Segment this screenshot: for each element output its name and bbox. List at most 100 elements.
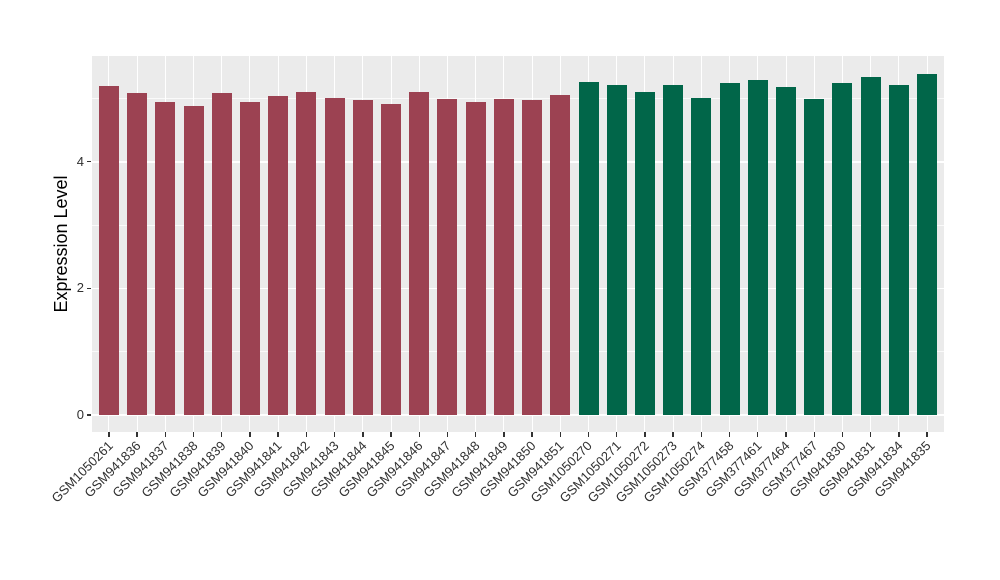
- gridline-minor: [92, 98, 944, 99]
- bar-GSM941831: [860, 76, 881, 415]
- x-tick-label-text: GSM941841: [222, 438, 285, 501]
- x-tick: [869, 432, 872, 437]
- x-tick-label-text: GSM377461: [702, 438, 765, 501]
- bar-GSM941839: [211, 92, 232, 415]
- x-tick-label: GSM941836: [0, 438, 144, 500]
- bar-GSM941843: [324, 97, 345, 415]
- x-tick-label: GSM941845: [187, 438, 397, 500]
- x-tick: [841, 432, 844, 437]
- x-tick: [164, 432, 167, 437]
- bar-GSM941840: [239, 101, 260, 415]
- gridline-major: [92, 161, 944, 163]
- x-tick-label-text: GSM377467: [758, 438, 821, 501]
- x-tick-label-text: GSM941830: [786, 438, 850, 501]
- bar-GSM941850: [522, 100, 543, 415]
- bar-GSM1050274: [691, 97, 712, 415]
- x-tick-label: GSM941837: [0, 438, 172, 500]
- bar-GSM941835: [917, 73, 938, 415]
- x-tick: [192, 432, 195, 437]
- x-tick: [305, 432, 308, 437]
- x-tick: [418, 432, 420, 437]
- x-tick-label: GSM941838: [0, 438, 200, 500]
- x-tick-label-text: GSM1050270: [527, 438, 596, 506]
- bar-GSM941847: [437, 98, 458, 415]
- y-tick-label: 4: [76, 153, 84, 169]
- x-tick: [785, 432, 787, 437]
- x-tick-label-text: GSM941845: [335, 438, 398, 501]
- x-tick: [108, 432, 110, 437]
- bar-GSM941834: [888, 85, 909, 415]
- bar-GSM941838: [183, 106, 204, 415]
- x-tick-label-text: GSM941842: [250, 438, 314, 501]
- x-tick: [446, 432, 449, 437]
- x-tick: [390, 432, 392, 437]
- x-tick-label: GSM941835: [723, 438, 933, 500]
- plot-panel: [92, 56, 944, 432]
- gridline-minor: [92, 351, 944, 353]
- x-tick-label: GSM941844: [159, 438, 369, 500]
- x-tick: [531, 432, 533, 437]
- x-tick-label: GSM1050273: [469, 438, 679, 505]
- bar-GSM377464: [776, 87, 796, 415]
- x-tick-label: GSM1050274: [497, 438, 708, 505]
- bar-GSM941846: [409, 92, 430, 415]
- x-tick: [813, 432, 815, 437]
- x-tick: [503, 432, 505, 437]
- x-tick-label: GSM941842: [102, 438, 313, 500]
- bar-GSM1050261: [98, 85, 119, 415]
- x-tick-label: GSM377458: [526, 438, 736, 500]
- x-tick: [277, 432, 279, 437]
- x-tick-label: GSM941841: [74, 438, 285, 500]
- y-tick: [87, 287, 91, 290]
- bar-GSM377461: [747, 80, 768, 415]
- x-tick-label: GSM941834: [695, 438, 905, 500]
- x-tick: [700, 432, 703, 437]
- x-tick-label-text: GSM941849: [448, 438, 511, 501]
- x-tick: [926, 432, 928, 437]
- x-tick-label-text: GSM941851: [504, 438, 567, 501]
- x-tick-label-text: GSM941831: [815, 438, 878, 501]
- x-tick: [221, 432, 223, 437]
- x-tick-label-text: GSM1050261: [48, 438, 116, 506]
- x-tick-label-text: GSM941840: [194, 438, 257, 501]
- y-tick-label: 2: [76, 280, 84, 296]
- x-tick-label-text: GSM941835: [871, 438, 934, 501]
- x-tick-label-text: GSM1050273: [612, 438, 680, 506]
- x-tick-label-text: GSM941834: [843, 438, 906, 501]
- x-tick-label-text: GSM941848: [420, 438, 483, 501]
- bar-GSM941837: [155, 101, 176, 415]
- x-tick-label-text: GSM1050271: [556, 438, 624, 506]
- x-tick-label-text: GSM941839: [166, 438, 229, 501]
- x-tick-label: GSM377464: [582, 438, 792, 500]
- y-tick-label: 0: [76, 407, 84, 422]
- x-tick-label-text: GSM941837: [109, 438, 172, 501]
- bar-GSM941848: [465, 102, 486, 415]
- x-tick-label: GSM1050272: [441, 438, 651, 505]
- x-tick-label: GSM377461: [554, 438, 764, 500]
- bar-GSM941841: [268, 95, 289, 415]
- x-tick-label: GSM1050270: [385, 438, 595, 505]
- bar-GSM941844: [352, 99, 373, 415]
- x-tick: [644, 432, 646, 437]
- y-axis-title: Expression Level: [51, 175, 71, 313]
- x-tick-label: GSM941839: [18, 438, 228, 500]
- x-tick-label: GSM941851: [356, 438, 567, 500]
- x-tick: [249, 432, 251, 437]
- x-tick-label-text: GSM941836: [81, 438, 144, 501]
- x-tick: [672, 432, 674, 437]
- x-tick-label: GSM941830: [638, 438, 849, 500]
- bar-GSM1050273: [663, 85, 684, 415]
- x-tick-label: GSM1050261: [0, 438, 115, 505]
- x-tick: [616, 432, 618, 437]
- bar-GSM1050271: [606, 84, 627, 415]
- x-tick-label: GSM941846: [215, 438, 426, 500]
- bar-GSM1050272: [634, 91, 655, 415]
- x-tick: [362, 432, 364, 437]
- x-tick-label-text: GSM941843: [278, 438, 342, 501]
- x-tick: [474, 432, 477, 437]
- x-tick-label-text: GSM941850: [476, 438, 539, 501]
- x-tick-label-text: GSM377464: [730, 438, 793, 501]
- y-tick: [87, 161, 91, 163]
- x-tick-label: GSM1050271: [413, 438, 623, 505]
